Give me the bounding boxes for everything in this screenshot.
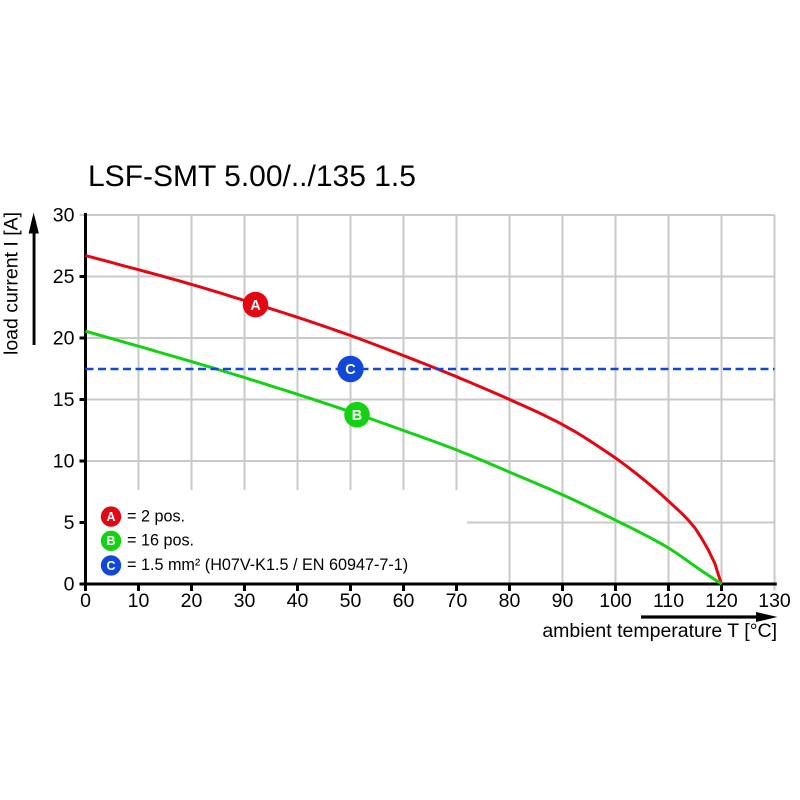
svg-text:0: 0 xyxy=(64,574,75,596)
svg-text:60: 60 xyxy=(393,590,415,612)
svg-text:ambient temperature T [°C]: ambient temperature T [°C] xyxy=(542,620,777,642)
svg-text:LSF-SMT 5.00/../135 1.5: LSF-SMT 5.00/../135 1.5 xyxy=(88,160,416,193)
svg-text:120: 120 xyxy=(705,590,738,612)
svg-text:= 1.5 mm² (H07V-K1.5 / EN 6094: = 1.5 mm² (H07V-K1.5 / EN 60947-7-1) xyxy=(127,556,408,574)
svg-text:15: 15 xyxy=(53,389,75,411)
svg-text:A: A xyxy=(250,298,261,314)
svg-text:20: 20 xyxy=(53,328,75,350)
svg-text:130: 130 xyxy=(758,590,791,612)
svg-text:110: 110 xyxy=(653,590,684,612)
svg-text:100: 100 xyxy=(599,590,632,612)
svg-text:10: 10 xyxy=(128,590,150,612)
svg-text:C: C xyxy=(106,559,115,573)
svg-text:40: 40 xyxy=(287,590,309,612)
svg-text:70: 70 xyxy=(446,590,468,612)
svg-text:B: B xyxy=(352,408,362,424)
svg-text:50: 50 xyxy=(340,590,362,612)
svg-text:A: A xyxy=(106,510,115,524)
svg-text:= 16 pos.: = 16 pos. xyxy=(127,532,194,550)
svg-text:20: 20 xyxy=(181,590,203,612)
svg-text:B: B xyxy=(106,534,115,548)
svg-text:load current I [A]: load current I [A] xyxy=(1,212,23,355)
svg-text:0: 0 xyxy=(80,590,91,612)
svg-text:10: 10 xyxy=(53,451,75,473)
svg-text:80: 80 xyxy=(499,590,521,612)
svg-text:90: 90 xyxy=(552,590,574,612)
svg-text:30: 30 xyxy=(234,590,256,612)
svg-text:30: 30 xyxy=(53,205,75,227)
svg-text:= 2 pos.: = 2 pos. xyxy=(127,507,185,525)
svg-text:5: 5 xyxy=(64,512,75,534)
svg-text:C: C xyxy=(345,362,356,378)
svg-text:25: 25 xyxy=(53,266,75,288)
